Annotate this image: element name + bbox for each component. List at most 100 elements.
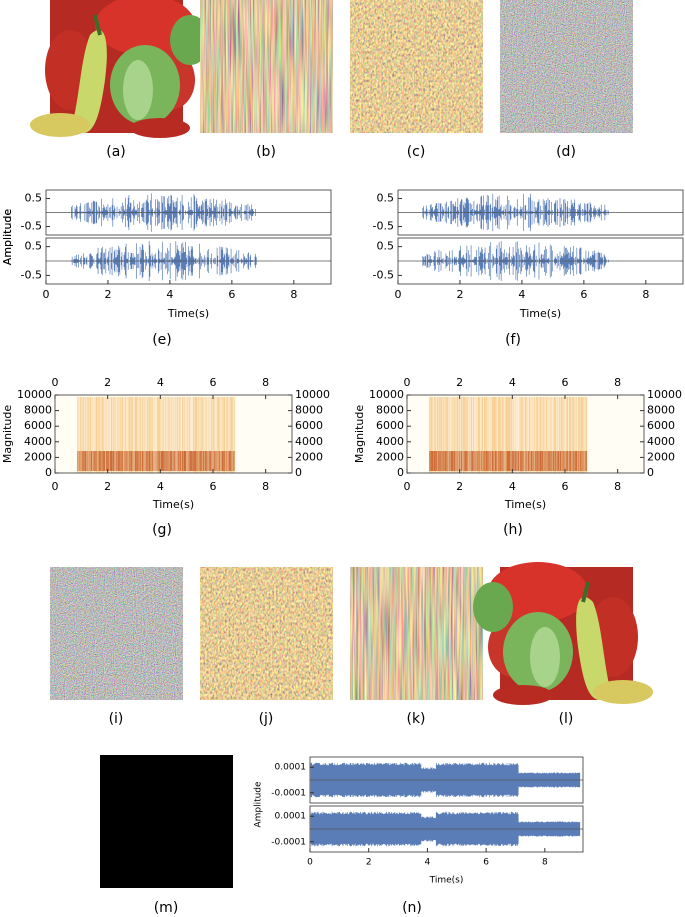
spectrogram-low [77, 451, 79, 471]
spectrogram-column [200, 397, 202, 473]
spectrogram-low [232, 451, 234, 471]
spectrogram-column [222, 397, 224, 473]
spectrogram-low [214, 451, 216, 471]
spectrogram-column [502, 397, 504, 473]
spectrogram-low [432, 451, 434, 471]
spectrogram-low [189, 451, 191, 471]
spectrogram-column [527, 397, 529, 473]
spectrogram-column [574, 397, 576, 473]
spectrogram-low [225, 451, 227, 471]
spectrogram-low [572, 451, 574, 471]
spectrogram-column [562, 397, 564, 473]
spectrogram-column [99, 397, 101, 473]
spectrogram-column [170, 397, 172, 473]
x-tick-label: 6 [580, 288, 587, 301]
spectrogram-low [525, 451, 527, 471]
spectrogram-low [506, 451, 508, 471]
spectrogram-low [488, 451, 490, 471]
spectrogram-low [568, 451, 570, 471]
spectrogram-low [438, 451, 440, 471]
spectrogram-column [195, 397, 197, 473]
y-tick-label: 8000 [376, 404, 404, 417]
y-tick-label: -0.5 [21, 268, 42, 281]
spectrogram-low [558, 451, 560, 471]
spectrogram-column [529, 397, 531, 473]
spectrogram-column [434, 397, 436, 473]
spectrogram-column [460, 397, 462, 473]
spectrogram-low [156, 451, 158, 471]
spectrogram-low [130, 451, 132, 471]
spectrogram-low [117, 451, 119, 471]
spectrogram-low [476, 451, 478, 471]
encrypted-image [350, 567, 483, 700]
spectrogram-column [199, 397, 201, 473]
y-tick-label: -0.5 [373, 268, 394, 281]
spectrogram-low [168, 451, 170, 471]
x-tick-label: 6 [562, 480, 569, 493]
spectrogram-low [544, 451, 546, 471]
y-tick-label: 4000 [24, 435, 52, 448]
plot-frame [45, 237, 332, 285]
spectrogram-low [190, 451, 192, 471]
x-axis-label: Time(s) [519, 307, 561, 320]
spectrogram-column [506, 397, 508, 473]
spectrogram-column [223, 397, 225, 473]
panel-label: (d) [556, 144, 576, 160]
spectrogram-column [447, 397, 449, 473]
spectrogram-low [223, 451, 225, 471]
spectrogram-column [549, 397, 551, 473]
spectrogram-low [136, 451, 138, 471]
spectrogram-column [441, 397, 443, 473]
x-tick-label: 6 [210, 480, 217, 493]
spectrogram-column [448, 397, 450, 473]
spectrogram-column [455, 397, 457, 473]
spectrogram-column [105, 397, 107, 473]
spectrogram-column [215, 397, 217, 473]
spectrogram-low [520, 451, 522, 471]
spectrogram-low [479, 451, 481, 471]
spectrogram-column [178, 397, 180, 473]
spectrogram-low [571, 451, 573, 471]
spectrogram-column [121, 397, 123, 473]
spectrogram-column [472, 397, 474, 473]
spectrogram-column [120, 397, 122, 473]
spectrogram-column [444, 397, 446, 473]
peppers-image [28, 0, 212, 140]
x-tick-label-top: 0 [52, 376, 59, 389]
spectrogram-column [458, 397, 460, 473]
spectrogram-column [515, 397, 517, 473]
spectrogram-low [163, 451, 165, 471]
x-tick-label: 0 [307, 858, 313, 868]
spectrogram-column [79, 397, 81, 473]
x-axis-label: Time(s) [152, 498, 194, 511]
spectrogram-column [465, 397, 467, 473]
spectrogram-column [232, 397, 234, 473]
spectrogram-column [581, 397, 583, 473]
spectrogram-low [435, 451, 437, 471]
spectrogram-low [207, 451, 209, 471]
spectrogram-low [470, 451, 472, 471]
spectrogram-low [139, 451, 141, 471]
spectrogram-low [181, 451, 183, 471]
spectrogram-low [575, 451, 577, 471]
spectrogram-column [510, 397, 512, 473]
spectrogram-column [88, 397, 90, 473]
spectrogram-column [548, 397, 550, 473]
spectrogram-column [154, 397, 156, 473]
plot-frame [397, 237, 684, 285]
spectrogram-column [166, 397, 168, 473]
spectrogram-low [153, 451, 155, 471]
spectrogram-low [513, 451, 515, 471]
spectrogram-column [500, 397, 502, 473]
spectrogram-column [113, 397, 115, 473]
spectrogram-column [119, 397, 121, 473]
spectrogram-column [127, 397, 129, 473]
spectrogram-low [501, 451, 503, 471]
peppers-image [471, 560, 655, 707]
spectrogram-low [116, 451, 118, 471]
spectrogram-column [213, 397, 215, 473]
black-image [100, 755, 233, 888]
spectrogram-low [453, 451, 455, 471]
spectrogram-low [463, 451, 465, 471]
